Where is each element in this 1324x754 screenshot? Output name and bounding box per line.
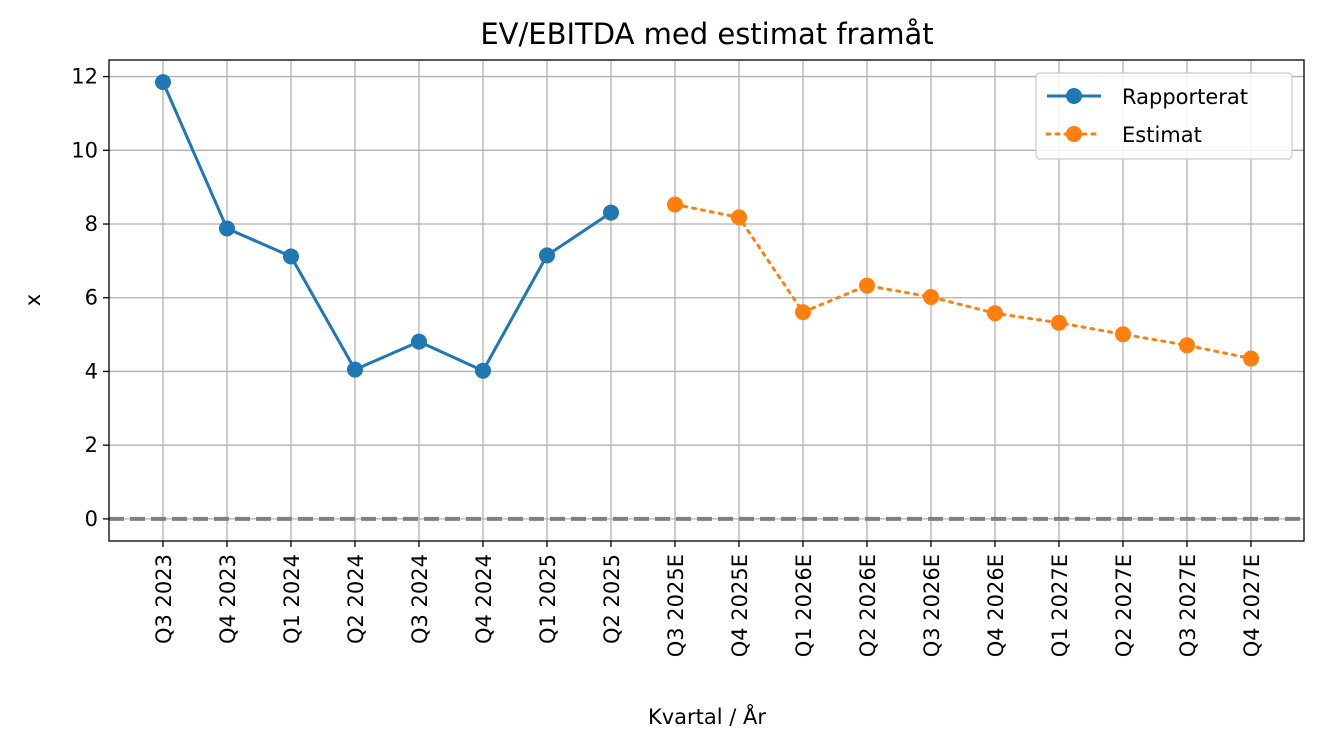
y-tick-label: 2 (85, 433, 98, 457)
legend-marker (1066, 126, 1082, 142)
x-tick-label: Q2 2024 (344, 554, 368, 644)
series-estimat (667, 196, 1259, 367)
series-line-estimat (673, 202, 1253, 361)
x-tick-label: Q3 2023 (152, 554, 176, 644)
y-axis-label: x (21, 294, 45, 306)
legend-item-estimat: Estimat (1045, 123, 1202, 147)
x-tick-label: Q1 2024 (280, 554, 304, 644)
y-tick-label: 6 (85, 286, 98, 310)
x-axis: Q3 2023 Q4 2023 Q1 2024 Q2 2024 Q3 2024 Q4 20… (152, 541, 1264, 657)
y-tick-label: 8 (85, 212, 98, 236)
data-point (219, 220, 235, 237)
x-tick-label: Q2 2026E (856, 554, 880, 657)
x-tick-label: Q2 2027E (1112, 554, 1136, 657)
data-point (283, 248, 299, 265)
y-tick-label: 10 (71, 138, 98, 162)
x-tick-label: Q4 2027E (1240, 554, 1264, 657)
x-tick-label: Q4 2025E (728, 554, 752, 657)
data-point (1115, 326, 1131, 343)
legend-marker (1066, 88, 1082, 104)
x-tick-label: Q3 2026E (920, 554, 944, 657)
legend: Rapporterat Estimat (1035, 72, 1293, 160)
x-tick-label: Q2 2025 (600, 554, 624, 644)
data-point (1179, 337, 1195, 354)
grid (109, 60, 1304, 541)
x-tick-label: Q4 2023 (216, 554, 240, 644)
data-point (859, 277, 875, 294)
legend-label: Rapporterat (1122, 85, 1248, 109)
x-tick-label: Q1 2027E (1048, 554, 1072, 657)
data-point (1243, 350, 1259, 367)
x-tick-label: Q3 2025E (664, 554, 688, 657)
x-axis-label: Kvartal / År (648, 703, 766, 729)
legend-item-rapporterat: Rapporterat (1047, 85, 1248, 109)
y-axis: 0 2 4 6 8 10 12 (71, 65, 109, 531)
y-tick-label: 12 (71, 65, 98, 89)
data-point (475, 362, 491, 379)
x-tick-label: Q1 2025 (536, 554, 560, 644)
data-point (411, 333, 427, 350)
series-layer (155, 74, 1259, 379)
data-point (795, 304, 811, 321)
y-tick-label: 4 (85, 359, 98, 383)
data-point (923, 288, 939, 305)
x-tick-label: Q4 2024 (472, 554, 496, 644)
data-point (155, 74, 171, 91)
x-tick-label: Q1 2026E (792, 554, 816, 657)
x-tick-label: Q3 2024 (408, 554, 432, 644)
chart-title: EV/EBITDA med estimat framåt (480, 17, 933, 51)
data-point (731, 209, 747, 226)
data-point (667, 196, 683, 213)
y-tick-label: 0 (85, 507, 98, 531)
data-point (1051, 314, 1067, 331)
data-point (987, 305, 1003, 322)
plot-frame (108, 59, 1305, 542)
data-point (347, 361, 363, 378)
series-line-rapporterat (161, 81, 612, 373)
legend-label: Estimat (1122, 123, 1202, 147)
data-point (603, 204, 619, 221)
x-tick-label: Q4 2026E (984, 554, 1008, 657)
x-tick-label: Q3 2027E (1176, 554, 1200, 657)
series-rapporterat (155, 74, 619, 379)
data-point (539, 247, 555, 264)
